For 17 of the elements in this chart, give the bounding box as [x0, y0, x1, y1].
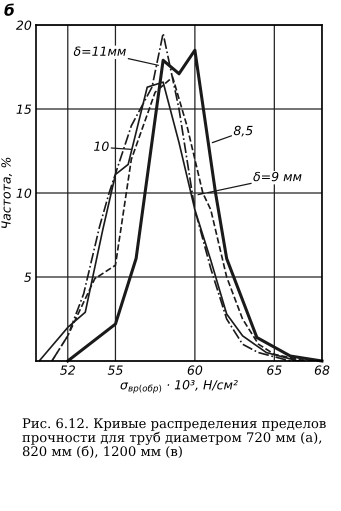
x-tick-label: 68 [314, 365, 330, 375]
x-axis-title: σ$_{вр(обр)}$ · 10³, Н/см² [120, 380, 238, 394]
annotation: 10 [94, 141, 109, 151]
y-tick-label: 10 [16, 188, 32, 198]
y-axis-title: Частота, % [1, 158, 12, 228]
y-tick-label: 5 [24, 272, 32, 282]
annotation: δ=11мм [74, 46, 126, 56]
x-tick-label: 60 [188, 365, 202, 375]
x-tick-label: 55 [108, 366, 123, 375]
x-tick-label: 65 [267, 365, 282, 375]
text: Рис. 6.12. Кривые распределения пределов прочности для труб диаметром 720 мм (а), 820 мм (б), 1200 мм (в) [22, 418, 326, 458]
y-tick-label: 20 [16, 20, 32, 30]
y-tick-label: 15 [16, 104, 32, 114]
text: б [4, 4, 14, 16]
x-tick-label: 52 [60, 365, 75, 375]
annotation: δ=9 мм [253, 172, 302, 182]
annotation: 8,5 [234, 126, 253, 136]
